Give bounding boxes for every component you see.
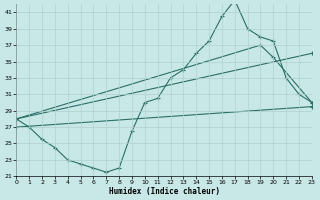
X-axis label: Humidex (Indice chaleur): Humidex (Indice chaleur)	[108, 187, 220, 196]
